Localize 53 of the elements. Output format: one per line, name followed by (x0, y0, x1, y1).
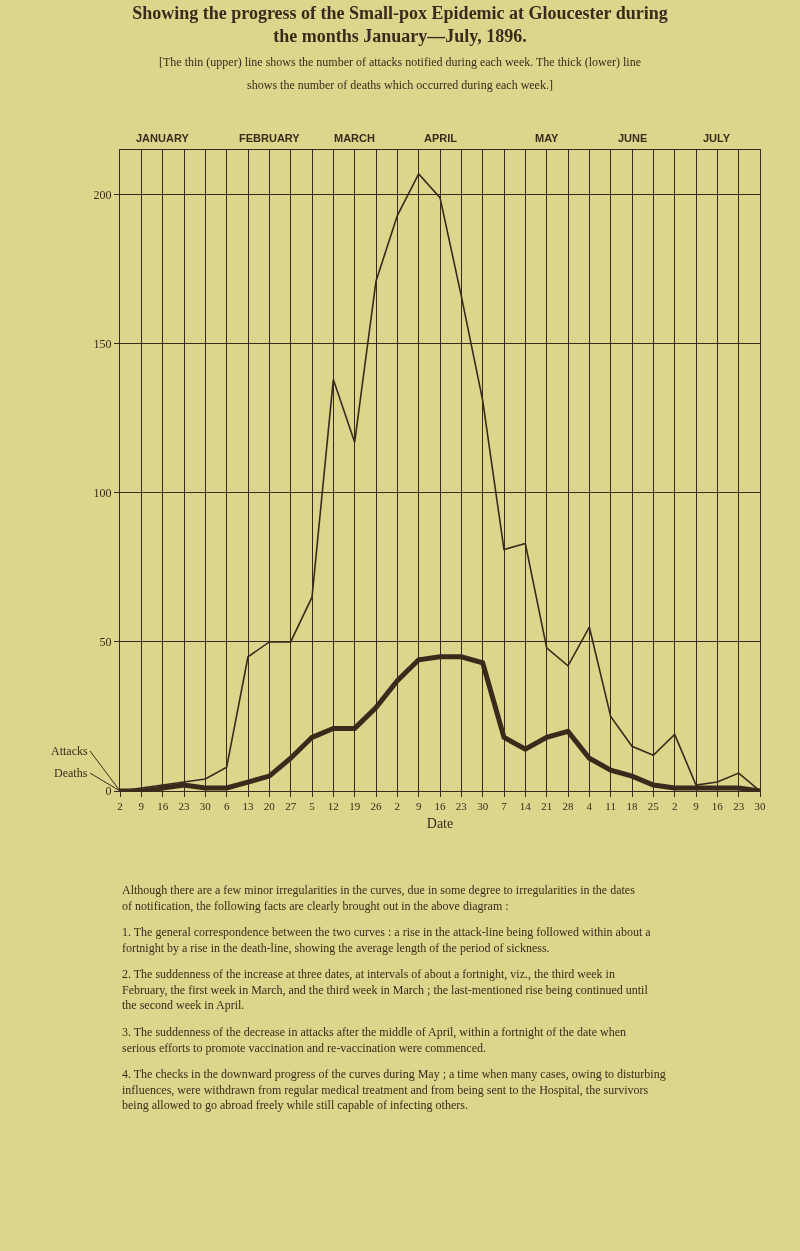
x-tick-label: 30 (199, 800, 212, 813)
x-tick-label: 20 (263, 800, 276, 813)
text: APRIL (424, 132, 458, 144)
text: JULY (703, 132, 731, 144)
x-tick-label: 23 (733, 800, 745, 813)
x-tick-label: 9 (138, 800, 145, 813)
x-tick-label: 6 (223, 800, 230, 813)
x-tick-label: 18 (626, 800, 638, 813)
x-tick-label: 26 (370, 800, 382, 813)
x-tick-label: 13 (242, 800, 254, 813)
text: Attacks (51, 744, 88, 758)
chart-title: Showing the progress of the Small-pox Epidemic at Gloucester during the months January—July, 1896. (132, 2, 668, 47)
x-tick-label: 2 (394, 800, 401, 813)
x-tick-label: 16 (711, 800, 724, 813)
x-tick-label: 9 (415, 800, 422, 813)
text: FEBRUARY (239, 132, 301, 144)
y-tick-label: 0 (105, 784, 112, 799)
x-tick-label: 27 (285, 800, 297, 813)
x-tick-label: 16 (434, 800, 446, 813)
text: 2. The suddenness of the increase at three dates, at intervals of about a fortnight, viz., the third week in February, the first week in March, and the third week in March ; the last-mentioned rise being continued until the second week in April. (122, 967, 649, 1013)
text: JUNE (618, 132, 648, 144)
x-tick-label: 23 (455, 800, 468, 813)
x-tick-label: 4 (586, 800, 593, 813)
x-tick-label: 21 (541, 800, 553, 813)
text: JANUARY (136, 132, 190, 144)
y-tick-label: 200 (93, 187, 112, 202)
x-tick-label: 2 (671, 800, 678, 813)
x-tick-label: 19 (349, 800, 361, 813)
text: 1. The general correspondence between the two curves : a rise in the attack-line being followed within about a fortnight by a rise in the death-line, showing the average length of the period of sickness. (122, 925, 652, 955)
text: 3. The suddenness of the decrease in attacks after the middle of April, within a fortnight of the date when serious efforts to promote vaccination and re-vaccination were commenced. (122, 1025, 626, 1055)
x-tick-label: 14 (519, 800, 532, 813)
x-tick-label: 5 (309, 800, 316, 813)
y-tick-label: 50 (99, 635, 112, 650)
x-tick-label: 25 (647, 800, 660, 813)
x-tick-label: 12 (327, 800, 339, 813)
text: MARCH (334, 132, 375, 144)
x-tick-label: 23 (178, 800, 190, 813)
x-tick-label: 16 (157, 800, 169, 813)
text: MAY (535, 132, 560, 144)
x-tick-label: 2 (117, 800, 123, 813)
chart-subtitle: [The thin (upper) line shows the number of attacks notified during each week. The thick (lower) line shows the number of deaths which occurred during each week.] (159, 54, 641, 92)
x-tick-label: 30 (754, 800, 766, 813)
text: Deaths (54, 766, 88, 780)
x-tick-label: 9 (693, 800, 700, 813)
x-tick-label: 7 (501, 800, 508, 813)
y-tick-label: 150 (93, 336, 112, 351)
text: 4. The checks in the downward progress of the curves during May ; a time when many cases, owing to disturbing influences, were withdrawn from regular medical treatment and from being sent to the Hospital, the survivors being allowed to go abroad freely while still capable of infecting others. (122, 1067, 666, 1113)
text: Although there are a few minor irregularities in the curves, due in some degree to irregularities in the dates of notification, the following facts are clearly brought out in the above diagram : (122, 883, 636, 913)
x-axis-title: Date (426, 815, 454, 831)
x-tick-label: 30 (477, 800, 489, 813)
y-tick-label: 100 (93, 486, 112, 501)
x-tick-label: 11 (605, 800, 616, 813)
x-tick-label: 28 (562, 800, 574, 813)
